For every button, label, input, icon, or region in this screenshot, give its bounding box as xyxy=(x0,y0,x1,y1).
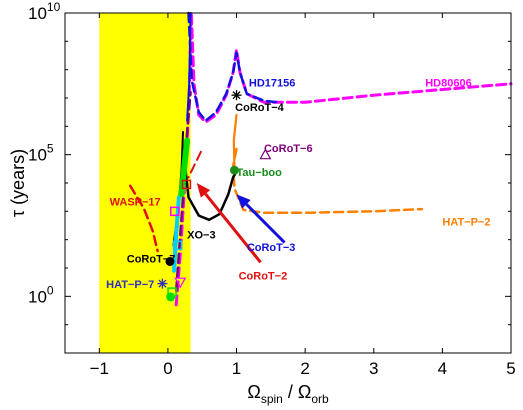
y-axis-label: τ (years) xyxy=(8,149,28,217)
x-axis-sub-orb: orb xyxy=(311,392,329,406)
planet-label-0: HD17156 xyxy=(249,78,295,90)
planet-marker-2 xyxy=(231,90,242,101)
extra-marker-1 xyxy=(174,277,187,289)
x-axis-omega-den: Ω xyxy=(298,382,311,402)
planet-label-7: CoRoT−3 xyxy=(247,242,296,254)
arrow-0-head xyxy=(236,194,251,209)
x-tick-label-3: 2 xyxy=(300,359,309,378)
planet-marker-11 xyxy=(157,278,168,289)
x-axis-omega-num: Ω xyxy=(247,382,260,402)
x-axis-sub-spin: spin xyxy=(261,392,283,406)
arrow-1 xyxy=(196,183,262,264)
curves xyxy=(128,11,513,307)
x-tick-label-4: 3 xyxy=(369,359,378,378)
x-axis-separator: / xyxy=(283,382,298,402)
planet-marker-6 xyxy=(181,179,192,190)
y-tick-exponent-2: 10 xyxy=(47,0,61,14)
y-tick-exponent-1: 5 xyxy=(47,142,54,156)
series-3-line xyxy=(232,113,238,170)
x-tick-label-2: 1 xyxy=(232,359,241,378)
y-tick-base-0: 10 xyxy=(28,287,47,306)
series-10-line xyxy=(172,195,181,273)
planet-label-3: CoRoT−6 xyxy=(264,143,313,155)
planet-marker-4 xyxy=(229,165,239,175)
series-7-line xyxy=(187,150,202,179)
extra-marker-0 xyxy=(170,206,180,217)
planet-labels: HD17156 HD80606 CoRoT−4 CoRoT−6 Tau−boo WASP−… xyxy=(106,78,490,291)
x-axis-label: Ωspin / Ωorb xyxy=(247,382,329,406)
planet-marker-2-stroke xyxy=(232,91,241,100)
planet-label-1: HD80606 xyxy=(425,78,471,90)
arrow-1-shaft xyxy=(204,192,262,264)
y-axis-unit: (years) xyxy=(8,149,28,210)
planet-label-2: CoRoT−4 xyxy=(235,102,284,114)
arrow-1-head xyxy=(196,183,211,198)
y-tick-label-0: 100 xyxy=(28,283,54,306)
arrows xyxy=(196,183,286,264)
y-tick-base-1: 10 xyxy=(28,146,47,165)
x-axis: −1 0 1 2 3 4 5 xyxy=(90,13,516,378)
planet-marker-3 xyxy=(259,148,272,160)
y-axis-symbol: τ xyxy=(8,210,28,217)
arrow-0 xyxy=(236,194,286,244)
planet-label-5: WASP−17 xyxy=(110,197,161,209)
arrow-0-shaft xyxy=(245,203,286,244)
series-8-line xyxy=(174,91,192,292)
planet-label-4: Tau−boo xyxy=(237,167,283,179)
series-9-line xyxy=(186,12,192,122)
series-4-line xyxy=(181,144,238,222)
planet-label-6: XO−3 xyxy=(187,229,215,241)
planet-label-11: HAT−P−7 xyxy=(106,279,154,291)
planet-marker-11-stroke xyxy=(158,279,167,288)
extra-marker-4 xyxy=(172,240,183,251)
y-tick-base-2: 10 xyxy=(28,4,47,23)
y-tick-exponent-0: 0 xyxy=(47,283,54,297)
planet-label-8: HAT−P−2 xyxy=(442,217,490,229)
planet-markers xyxy=(157,90,272,302)
y-tick-label-2: 1010 xyxy=(28,0,61,23)
x-tick-label-5: 4 xyxy=(438,359,447,378)
series-1-line xyxy=(187,11,279,122)
x-tick-label-1: 0 xyxy=(163,359,172,378)
extra-marker-3 xyxy=(166,292,176,302)
y-tick-label-1: 105 xyxy=(28,142,54,165)
planet-label-10: CoRoT−2 xyxy=(239,270,288,282)
planet-label-9: CoRoT−7 xyxy=(127,253,176,265)
planet-marker-9 xyxy=(165,256,175,266)
series-6-line xyxy=(128,184,159,253)
x-tick-label-6: 5 xyxy=(506,359,515,378)
x-tick-label-0: −1 xyxy=(90,359,109,378)
